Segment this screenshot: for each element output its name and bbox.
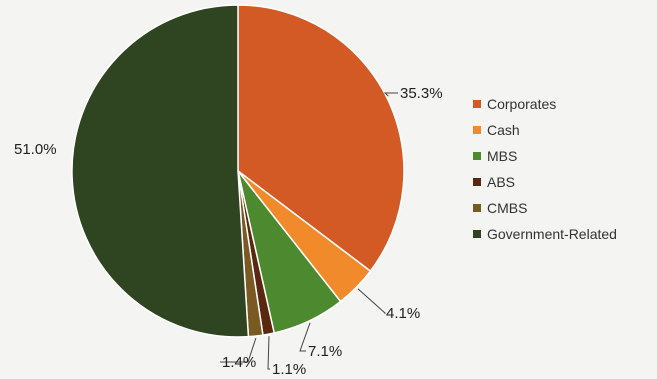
data-label-government-related: 51.0% bbox=[14, 141, 57, 158]
legend-label-government-related: Government-Related bbox=[487, 226, 617, 242]
legend-label-cash: Cash bbox=[487, 122, 520, 138]
legend-swatch-mbs bbox=[473, 152, 481, 160]
pie-slices bbox=[71, 4, 405, 338]
data-label-abs: 1.1% bbox=[272, 361, 306, 378]
legend: Corporates Cash MBS ABS CMBS Government-Relat… bbox=[473, 96, 617, 242]
leader-lines bbox=[220, 92, 398, 370]
leader-line-corporates bbox=[383, 92, 398, 97]
legend-swatch-cmbs bbox=[473, 204, 481, 212]
legend-label-abs: ABS bbox=[487, 174, 515, 190]
data-label-cmbs: 1.4% bbox=[222, 354, 256, 371]
data-label-cash: 4.1% bbox=[386, 305, 420, 322]
legend-swatch-abs bbox=[473, 178, 481, 186]
legend-swatch-government-related bbox=[473, 230, 481, 238]
legend-swatch-corporates bbox=[473, 100, 481, 108]
legend-label-corporates: Corporates bbox=[487, 96, 556, 112]
leader-line-cash bbox=[357, 288, 387, 314]
leader-line-abs bbox=[267, 336, 270, 370]
legend-swatch-cash bbox=[473, 126, 481, 134]
data-label-corporates: 35.3% bbox=[400, 85, 443, 102]
legend-label-mbs: MBS bbox=[487, 148, 517, 164]
legend-label-cmbs: CMBS bbox=[487, 200, 527, 216]
leader-line-mbs bbox=[299, 322, 311, 352]
data-label-mbs: 7.1% bbox=[308, 343, 342, 360]
pie-slice-corporates bbox=[237, 4, 405, 273]
data-labels: 35.3% 4.1% 7.1%1.1% 1.4% 51.0% bbox=[14, 85, 443, 378]
leader-line-cmbs bbox=[220, 337, 257, 363]
pie-slice-government-related bbox=[71, 4, 250, 338]
